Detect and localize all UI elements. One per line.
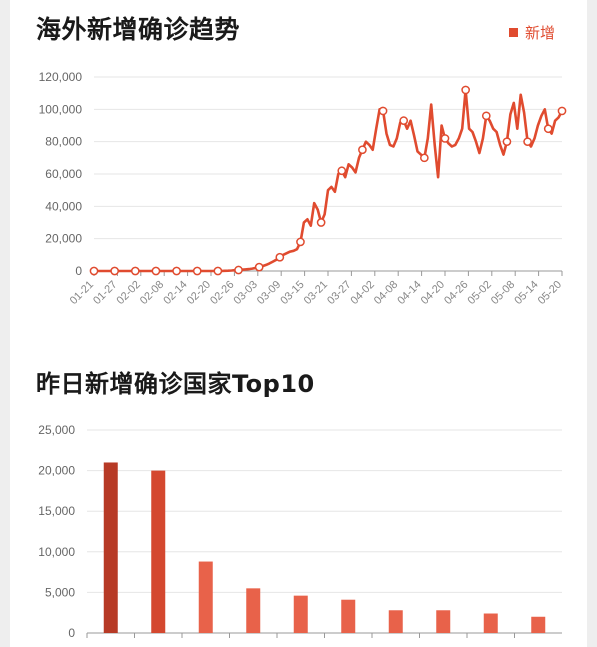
x-tick-label: 05-14 (512, 279, 540, 307)
legend-swatch-icon (508, 28, 518, 37)
data-point (316, 218, 326, 227)
data-point (296, 237, 305, 247)
x-tick-label: 03-27 (325, 279, 353, 307)
series-line-新增 (94, 88, 564, 273)
line-chart: 0 20,000 40,000 60,000 80,000 100,000 120,000 0… (39, 70, 567, 307)
data-point (440, 134, 450, 143)
data-point (275, 252, 285, 262)
data-point (337, 166, 347, 176)
y-tick-label: 60,000 (45, 167, 82, 181)
x-tick-label: 04-02 (349, 279, 377, 307)
data-point (543, 124, 553, 134)
data-point (234, 265, 243, 275)
data-point (151, 266, 161, 276)
data-point (110, 266, 119, 276)
x-tick-label: 02-02 (115, 279, 143, 307)
y-tick-label: 80,000 (45, 135, 82, 149)
y-tick-label: 0 (75, 264, 82, 278)
data-point (420, 153, 429, 163)
y-tick-label: 20,000 (45, 232, 82, 246)
x-tick-label: 04-14 (395, 279, 423, 307)
line-chart-title: 海外新增确诊趋势 (36, 15, 241, 44)
bar-chart-title: 昨日新增确诊国家Top10 (36, 370, 315, 398)
x-tick-label: 05-08 (489, 279, 517, 307)
x-tick-label: 05-20 (536, 279, 564, 307)
data-point (130, 266, 140, 276)
x-tick-label: 02-08 (138, 279, 166, 307)
data-point (461, 85, 470, 95)
data-point (358, 145, 367, 155)
data-point (213, 266, 223, 276)
x-tick-label: 05-02 (466, 279, 494, 307)
y-tick-label: 40,000 (45, 199, 82, 213)
data-point (502, 137, 512, 147)
data-point (557, 106, 567, 116)
data-point (89, 266, 99, 276)
x-tick-label: 03-15 (278, 279, 306, 307)
x-tick-label: 03-03 (232, 279, 260, 307)
data-point (523, 137, 532, 147)
data-point (399, 116, 409, 126)
x-tick-label: 04-08 (372, 279, 400, 307)
x-tick-label: 01-21 (68, 279, 96, 307)
line-chart-legend[interactable]: 新增 (508, 22, 555, 43)
y-tick-label: 100,000 (39, 102, 83, 116)
x-tick-label: 02-20 (185, 279, 213, 307)
x-tick-label: 03-21 (302, 279, 330, 307)
legend-label: 新增 (524, 24, 555, 42)
x-tick-label: 02-26 (208, 279, 236, 307)
x-tick-label: 03-09 (255, 279, 283, 307)
x-tick-label: 02-14 (161, 279, 189, 307)
data-point (192, 266, 202, 276)
data-point (378, 106, 388, 116)
x-tick-label: 01-27 (91, 279, 119, 307)
data-point (172, 266, 181, 276)
data-point (481, 111, 491, 121)
y-tick-label: 120,000 (39, 70, 83, 84)
x-tick-label: 04-20 (419, 279, 447, 307)
x-tick-label: 04-26 (442, 279, 470, 307)
data-point (254, 262, 264, 272)
